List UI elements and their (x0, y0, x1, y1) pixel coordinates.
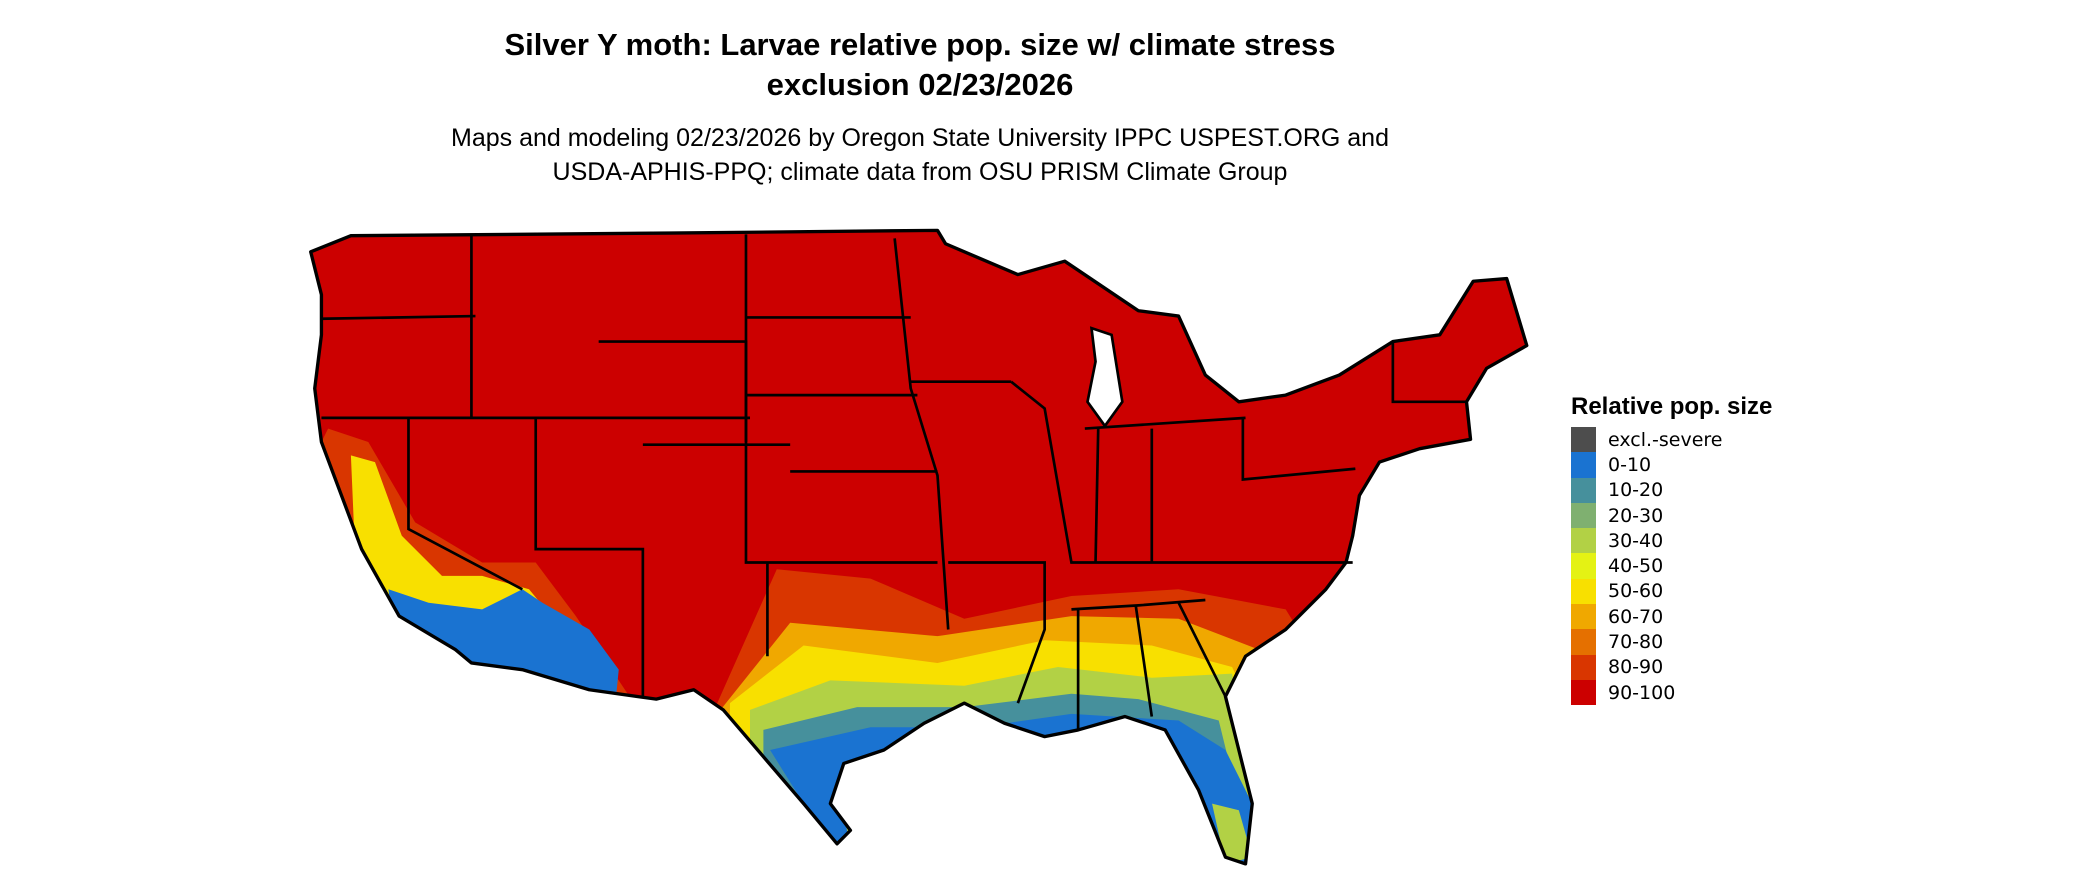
state-border (1094, 428, 1100, 563)
zone-10-20 (763, 693, 1259, 864)
legend-swatch (1571, 629, 1596, 655)
legend-label: 50-60 (1608, 580, 1664, 603)
legend-label: 60-70 (1608, 605, 1664, 628)
legend-item: 70-80 (1571, 629, 1772, 655)
legend-label: 0-10 (1608, 453, 1652, 476)
state-border (534, 417, 645, 697)
legend-swatch (1571, 553, 1596, 579)
state-border (1071, 598, 1206, 611)
legend-swatch (1571, 502, 1596, 529)
state-border (744, 234, 938, 564)
state-border (1391, 341, 1467, 404)
legend: Relative pop. size excl.-severe 0-10 10-20… (1571, 393, 1773, 706)
legend-label: excl.-severe (1608, 428, 1723, 451)
state-border (1241, 417, 1356, 481)
zone-california-yellow (350, 455, 563, 630)
state-border (1010, 380, 1353, 564)
legend-swatch (1571, 528, 1596, 554)
map-title-line2: exclusion 02/23/2026 (766, 67, 1074, 102)
legend-label: 90-100 (1608, 681, 1676, 704)
zone-0-10 (770, 713, 1253, 864)
legend-item: 0-10 (1571, 452, 1772, 478)
legend-swatch (1571, 578, 1596, 605)
legend-item: 90-100 (1571, 679, 1772, 706)
us-outline (309, 228, 1529, 866)
legend-swatch (1571, 679, 1596, 706)
legend-title: Relative pop. size (1571, 393, 1773, 420)
state-border (1177, 602, 1227, 698)
legend-swatch (1571, 654, 1596, 680)
state-border (321, 416, 523, 591)
legend-label: 70-80 (1608, 631, 1664, 654)
legend-item: 60-70 (1571, 604, 1772, 630)
legend-label: 10-20 (1608, 479, 1664, 502)
state-borders (321, 234, 1467, 730)
state-border (948, 561, 1046, 704)
map-subtitle-line2: USDA-APHIS-PPQ; climate data from OSU PR… (552, 158, 1288, 186)
legend-item: 20-30 (1571, 502, 1772, 529)
legend-label: 30-40 (1608, 529, 1664, 552)
legend-item: 40-50 (1571, 553, 1772, 579)
legend-item: excl.-severe (1571, 427, 1772, 453)
legend-item: 80-90 (1571, 654, 1772, 680)
legend-label: 80-90 (1608, 656, 1664, 679)
state-border (893, 238, 950, 630)
map-title-line1: Silver Y moth: Larvae relative pop. size… (504, 27, 1336, 62)
legend-label: 20-30 (1608, 504, 1664, 527)
map-subtitle-line1: Maps and modeling 02/23/2026 by Oregon S… (451, 124, 1389, 152)
legend-swatch (1571, 452, 1596, 478)
legend-swatch (1571, 427, 1596, 453)
legend-swatch (1571, 604, 1596, 630)
legend-item: 10-20 (1571, 477, 1772, 503)
state-border (321, 314, 476, 321)
state-border (1084, 416, 1246, 430)
legend-item: 30-40 (1571, 528, 1772, 554)
legend-swatch (1571, 477, 1596, 503)
legend-label: 40-50 (1608, 555, 1664, 578)
legend-item: 50-60 (1571, 578, 1772, 605)
state-border (1134, 605, 1154, 717)
